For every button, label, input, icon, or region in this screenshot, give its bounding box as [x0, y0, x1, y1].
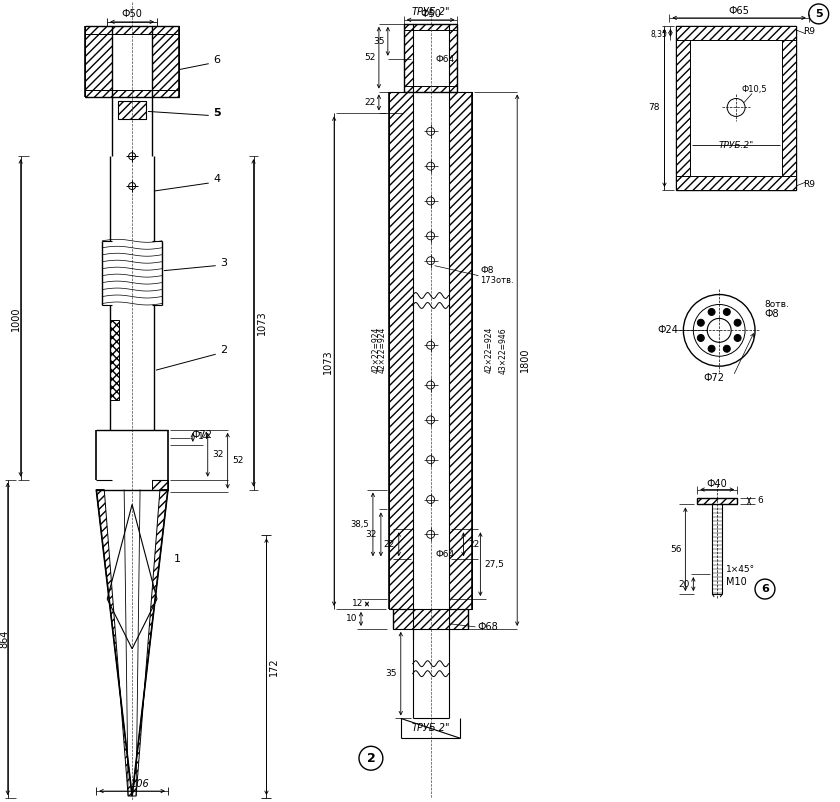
Text: 38,5: 38,5 — [350, 520, 369, 529]
Text: ТРУБ.2": ТРУБ.2" — [412, 7, 450, 17]
Text: 78: 78 — [648, 103, 659, 112]
Polygon shape — [152, 26, 179, 96]
Text: 1×45°: 1×45° — [726, 565, 755, 573]
Polygon shape — [404, 86, 458, 91]
Text: 5: 5 — [213, 108, 221, 119]
Polygon shape — [86, 90, 179, 96]
Polygon shape — [97, 489, 132, 796]
Polygon shape — [118, 102, 146, 119]
Polygon shape — [86, 26, 113, 96]
Text: 42×22=924: 42×22=924 — [378, 327, 387, 374]
Text: Ф8: Ф8 — [480, 266, 494, 275]
Text: 4: 4 — [213, 174, 220, 184]
Text: 5: 5 — [815, 9, 822, 19]
Text: 56: 56 — [669, 545, 681, 553]
Polygon shape — [404, 24, 412, 91]
Text: 1000: 1000 — [11, 306, 21, 330]
Text: 22: 22 — [365, 98, 376, 107]
Polygon shape — [697, 497, 738, 504]
Text: 10: 10 — [345, 614, 357, 623]
Text: 864: 864 — [0, 630, 10, 648]
Bar — [676, 26, 795, 190]
Text: R9: R9 — [803, 180, 815, 188]
Text: 27,5: 27,5 — [485, 560, 504, 569]
Polygon shape — [782, 40, 795, 176]
Circle shape — [708, 309, 715, 315]
Text: 35: 35 — [386, 669, 396, 678]
Text: 43×22=946: 43×22=946 — [498, 327, 507, 374]
Polygon shape — [449, 91, 472, 609]
Polygon shape — [389, 91, 412, 609]
Text: Ф65: Ф65 — [728, 6, 749, 16]
Text: Ф50: Ф50 — [420, 9, 441, 19]
Circle shape — [697, 334, 704, 342]
Polygon shape — [132, 489, 168, 796]
Text: 22: 22 — [469, 540, 480, 549]
Text: 42×22=924: 42×22=924 — [485, 327, 493, 374]
Text: Ф64: Ф64 — [436, 55, 454, 64]
Text: Ф64: Ф64 — [436, 549, 454, 559]
Text: R9: R9 — [803, 27, 815, 36]
Text: 52: 52 — [233, 456, 244, 465]
Text: Ф8: Ф8 — [764, 310, 779, 319]
Text: Ф10,5: Ф10,5 — [741, 85, 767, 94]
Text: 1073: 1073 — [256, 310, 266, 334]
Text: Ф68: Ф68 — [477, 622, 498, 632]
Text: 12: 12 — [352, 600, 363, 609]
Polygon shape — [393, 609, 469, 629]
Text: 172: 172 — [270, 658, 280, 676]
Text: 32: 32 — [213, 450, 224, 460]
Polygon shape — [676, 176, 795, 190]
Polygon shape — [152, 480, 168, 489]
Text: 6: 6 — [213, 55, 220, 65]
Text: 32: 32 — [365, 530, 377, 539]
Circle shape — [723, 309, 730, 315]
Text: Ф50: Ф50 — [122, 9, 143, 19]
Text: M10: M10 — [726, 577, 747, 587]
Text: 1800: 1800 — [520, 348, 530, 372]
Polygon shape — [110, 320, 119, 400]
Text: 1: 1 — [173, 554, 181, 565]
Circle shape — [734, 319, 741, 326]
Text: 8отв.: 8отв. — [764, 300, 789, 309]
Text: 2: 2 — [220, 345, 227, 355]
Text: 52: 52 — [365, 53, 376, 63]
Text: 6: 6 — [761, 584, 769, 594]
Text: 173отв.: 173отв. — [480, 276, 514, 285]
Text: Ф72: Ф72 — [192, 430, 213, 439]
Text: ТРУБ.2": ТРУБ.2" — [412, 723, 450, 733]
Text: 8,35: 8,35 — [651, 30, 668, 39]
Polygon shape — [676, 26, 795, 40]
Circle shape — [723, 345, 730, 352]
Text: 22: 22 — [384, 540, 395, 549]
Text: 3: 3 — [220, 257, 227, 268]
Text: Ф72: Ф72 — [704, 373, 725, 383]
Text: 35: 35 — [373, 37, 385, 47]
Polygon shape — [676, 40, 690, 176]
Polygon shape — [404, 24, 458, 30]
Circle shape — [734, 334, 741, 342]
Text: Ф40: Ф40 — [706, 479, 727, 488]
Text: 42×22=924: 42×22=924 — [372, 327, 381, 374]
Text: 106: 106 — [131, 779, 150, 789]
Polygon shape — [86, 26, 179, 34]
Text: 1073: 1073 — [323, 349, 333, 374]
Text: 14: 14 — [197, 432, 209, 441]
Text: 6: 6 — [757, 496, 763, 505]
Text: Ф24: Ф24 — [657, 326, 678, 335]
Text: 2: 2 — [366, 751, 375, 765]
Text: 20: 20 — [678, 580, 690, 589]
Circle shape — [697, 319, 704, 326]
Text: ТРУБ.2": ТРУБ.2" — [718, 141, 753, 150]
Polygon shape — [449, 24, 458, 91]
Circle shape — [708, 345, 715, 352]
